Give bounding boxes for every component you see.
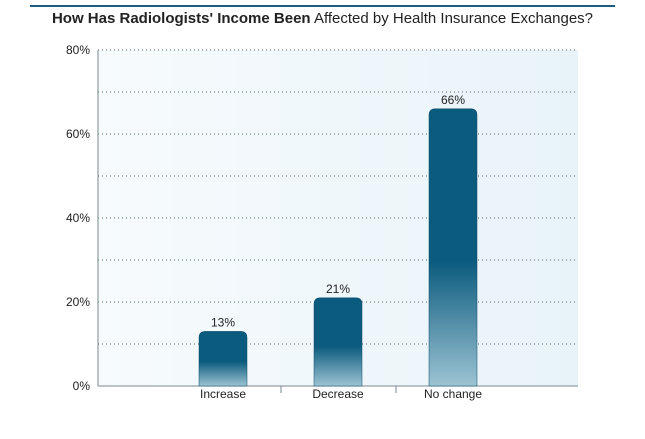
bars <box>198 108 478 387</box>
grid-lines <box>98 49 578 345</box>
bar-no-change <box>428 108 478 387</box>
data-label: 21% <box>326 282 350 296</box>
y-tick-label: 40% <box>66 211 90 225</box>
chart-title-rest: Affected by Health Insurance Exchanges? <box>313 10 594 27</box>
data-label: 13% <box>211 315 235 329</box>
x-tick-labels: Increase Decrease No change <box>200 387 482 401</box>
y-tick-label: 60% <box>66 127 90 141</box>
title-rule <box>30 5 615 7</box>
y-tick-label: 20% <box>66 295 90 309</box>
chart-title: How Has Radiologists' Income Been Affect… <box>0 10 645 27</box>
data-label: 66% <box>441 93 465 107</box>
y-tick-labels: 0% 20% 40% 60% 80% <box>66 43 90 393</box>
bar-decrease <box>313 297 363 387</box>
bar-increase <box>198 331 248 387</box>
x-tick-label: No change <box>424 387 482 401</box>
data-labels: 13% 21% 66% <box>211 93 465 330</box>
x-tick-label: Increase <box>200 387 246 401</box>
y-tick-label: 0% <box>73 379 91 393</box>
chart-title-bold: How Has Radiologists' Income Been <box>51 10 311 27</box>
y-tick-label: 80% <box>66 43 90 57</box>
x-tick-label: Decrease <box>312 387 364 401</box>
